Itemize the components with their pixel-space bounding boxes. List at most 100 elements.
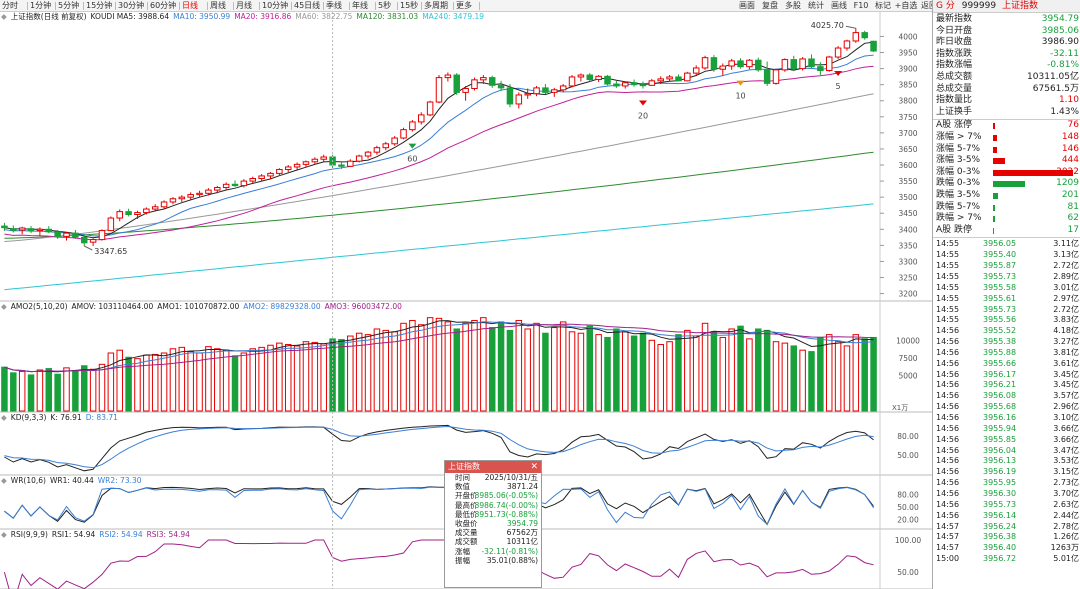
y-axis-tick-label: 100.00 bbox=[895, 536, 921, 545]
tooltip-row: 涨幅 -32.11(-0.81%) bbox=[445, 547, 541, 556]
legend-toggle-icon[interactable]: ◆ bbox=[1, 530, 7, 539]
candle-body bbox=[692, 67, 700, 74]
legend-item: RSI(9,9,9) bbox=[10, 530, 48, 539]
period-tab[interactable]: 15分钟 bbox=[86, 1, 113, 10]
volume-bar bbox=[355, 332, 363, 412]
candle-body bbox=[222, 183, 230, 189]
volume-bar bbox=[834, 341, 842, 412]
tick-amount: 3.11亿 bbox=[1053, 239, 1079, 249]
tick-amount: 3.47亿 bbox=[1053, 445, 1079, 455]
volume-bar bbox=[89, 368, 97, 412]
legend-toggle-icon[interactable]: ◆ bbox=[1, 12, 7, 21]
toolbar-button[interactable]: F10 bbox=[853, 1, 869, 10]
legend-toggle-icon[interactable]: ◆ bbox=[1, 302, 7, 311]
tick-amount: 3.53亿 bbox=[1053, 456, 1079, 466]
period-tab[interactable]: 10分钟 bbox=[262, 1, 289, 10]
toolbar-button[interactable]: +自选 bbox=[894, 1, 918, 10]
tick-time: 14:56 bbox=[936, 347, 960, 357]
candle-body bbox=[604, 75, 611, 85]
period-tab[interactable]: 60分钟 bbox=[150, 1, 177, 10]
candle-body bbox=[657, 78, 664, 82]
candle-body bbox=[45, 228, 53, 233]
tick-row: 14:55 3955.56 3.83亿 bbox=[933, 315, 1080, 326]
breadth-row: 跌幅 5-7% 81 bbox=[933, 202, 1080, 214]
period-tab[interactable]: 分时 bbox=[2, 1, 18, 10]
candle-body bbox=[98, 230, 106, 241]
signal-label: 60 bbox=[407, 155, 417, 164]
period-tab[interactable]: 30分钟 bbox=[118, 1, 145, 10]
candle-body bbox=[648, 80, 656, 86]
quote-prefix: G 分 bbox=[936, 1, 955, 11]
tick-row: 14:56 3955.85 3.66亿 bbox=[933, 435, 1080, 446]
toolbar-button[interactable]: 画线 bbox=[831, 1, 847, 10]
toolbar-button[interactable]: 多股 bbox=[785, 1, 801, 10]
tick-amount: 2.96亿 bbox=[1053, 402, 1079, 412]
toolbar-button[interactable]: 标记 bbox=[875, 1, 891, 10]
candle-body bbox=[355, 155, 363, 162]
volume-bar bbox=[825, 334, 833, 412]
tooltip-header[interactable]: 上证指数 ✕ bbox=[445, 461, 541, 473]
candle-body bbox=[728, 60, 735, 67]
kd-legend: ◆ KD(9,3,3) K: 76.91 D: 83.71 bbox=[0, 413, 122, 423]
tick-time: 14:55 bbox=[936, 239, 960, 249]
y-axis-tick-label: 3300 bbox=[898, 257, 917, 266]
toolbar-button[interactable]: 复盘 bbox=[762, 1, 778, 10]
breadth-bar bbox=[993, 193, 998, 199]
volume-bar bbox=[870, 336, 877, 412]
candle-body bbox=[542, 87, 549, 93]
period-tab[interactable]: 周线 bbox=[210, 1, 226, 10]
tick-row: 14:55 3955.58 3.01亿 bbox=[933, 283, 1080, 294]
tooltip-title: 上证指数 bbox=[448, 462, 480, 471]
candle-body bbox=[684, 72, 691, 82]
tick-time: 14:56 bbox=[936, 326, 960, 336]
tick-amount: 2.63亿 bbox=[1053, 499, 1079, 509]
period-tab[interactable]: 更多 bbox=[456, 1, 472, 10]
period-tab[interactable]: 1分钟 bbox=[30, 1, 52, 10]
breadth-row: A股 涨停 76 bbox=[933, 120, 1080, 132]
close-icon[interactable]: ✕ bbox=[530, 462, 538, 472]
volume-bar bbox=[426, 317, 434, 412]
legend-toggle-icon[interactable]: ◆ bbox=[1, 476, 7, 485]
volume-bar bbox=[107, 352, 115, 412]
period-tab[interactable]: 45日线 bbox=[294, 1, 321, 10]
tooltip-row: 收盘价 3954.79 bbox=[445, 519, 541, 528]
y-axis-tick-label: 3950 bbox=[898, 49, 917, 58]
volume-bar bbox=[125, 356, 132, 412]
y-axis-tick-label: 3850 bbox=[898, 81, 917, 90]
candle-body bbox=[701, 57, 709, 69]
period-tab[interactable]: 年线 bbox=[352, 1, 368, 10]
period-tab[interactable]: 月线 bbox=[236, 1, 252, 10]
volume-bar bbox=[18, 370, 26, 412]
period-tab[interactable]: 5秒 bbox=[378, 1, 392, 10]
data-tooltip-window[interactable]: 上证指数 ✕ 时间 2025/10/31/五 数值 3871.24 开盘价 3985.06… bbox=[444, 460, 542, 588]
y-axis-tick-label: 3400 bbox=[898, 225, 917, 234]
tick-time: 14:56 bbox=[936, 423, 960, 433]
quote-label: 总成交额 bbox=[936, 72, 973, 82]
tooltip-key: 数值 bbox=[455, 482, 470, 492]
volume-bar bbox=[302, 341, 310, 412]
period-tab[interactable]: 5分钟 bbox=[58, 1, 80, 10]
candle-body bbox=[293, 163, 301, 168]
signal-label: 10 bbox=[735, 92, 745, 101]
period-tab[interactable]: 15秒 bbox=[400, 1, 419, 10]
volume-bar bbox=[293, 345, 301, 412]
volume-bar bbox=[81, 365, 88, 412]
toolbar-button[interactable]: 返回 bbox=[921, 1, 937, 10]
period-tab[interactable]: 多周期 bbox=[424, 1, 448, 10]
quote-row: 总成交量 67561.5万 bbox=[933, 84, 1080, 96]
tick-amount: 1.26亿 bbox=[1053, 532, 1079, 542]
tooltip-key: 涨幅 bbox=[455, 546, 470, 556]
volume-unit-label: X1万 bbox=[892, 404, 908, 412]
period-tab[interactable]: 日线 bbox=[182, 1, 198, 10]
candle-body bbox=[258, 175, 265, 180]
quote-label: 昨日收盘 bbox=[936, 37, 973, 48]
toolbar-button[interactable]: 统计 bbox=[808, 1, 824, 10]
chart-canvas[interactable]: 4000 3950 3900 3850 3800 3750 3700 3650 3600 3550… bbox=[0, 0, 932, 589]
legend-toggle-icon[interactable]: ◆ bbox=[1, 413, 7, 422]
period-tab[interactable]: 季线 bbox=[326, 1, 342, 10]
tooltip-value: 10311亿 bbox=[506, 537, 538, 547]
candle-body bbox=[515, 94, 523, 105]
toolbar-button[interactable]: 画面 bbox=[739, 1, 755, 10]
candle-body bbox=[391, 137, 398, 145]
tooltip-row: 数值 3871.24 bbox=[445, 482, 541, 491]
